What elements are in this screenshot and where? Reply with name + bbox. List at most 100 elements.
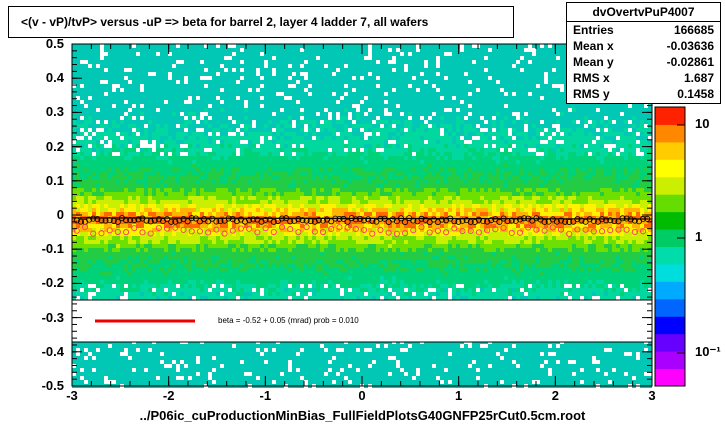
heatmap-cell <box>124 368 128 372</box>
heatmap-cell <box>232 116 236 120</box>
heatmap-cell <box>136 120 140 124</box>
heatmap-cell <box>120 160 124 164</box>
heatmap-cell <box>172 224 176 228</box>
heatmap-cell <box>80 364 84 368</box>
heatmap-cell <box>292 296 296 300</box>
heatmap-cell <box>188 52 192 56</box>
heatmap-cell <box>312 380 316 384</box>
heatmap-cell <box>184 248 188 252</box>
heatmap-cell <box>192 112 196 116</box>
heatmap-cell <box>228 72 232 76</box>
heatmap-cell <box>144 348 148 352</box>
heatmap-cell <box>144 80 148 84</box>
heatmap-cell <box>308 48 312 52</box>
heatmap-cell <box>200 100 204 104</box>
heatmap-cell <box>212 48 216 52</box>
heatmap-cell <box>196 352 200 356</box>
heatmap-cell <box>144 48 148 52</box>
heatmap-cell <box>108 348 112 352</box>
heatmap-cell <box>144 148 148 152</box>
heatmap-cell <box>144 196 148 200</box>
heatmap-cell <box>188 372 192 376</box>
heatmap-cell <box>144 276 148 280</box>
heatmap-cell <box>224 180 228 184</box>
heatmap-cell <box>180 344 184 348</box>
heatmap-cell <box>176 128 180 132</box>
heatmap-cell <box>188 148 192 152</box>
heatmap-cell <box>240 160 244 164</box>
heatmap-cell <box>236 208 240 212</box>
heatmap-cell <box>172 140 176 144</box>
heatmap-cell <box>164 204 168 208</box>
heatmap-cell <box>148 244 152 248</box>
heatmap-cell <box>300 188 304 192</box>
heatmap-cell <box>92 296 96 300</box>
heatmap-cell <box>272 268 276 272</box>
heatmap-cell <box>292 228 296 232</box>
heatmap-cell <box>224 112 228 116</box>
heatmap-cell <box>304 52 308 56</box>
heatmap-cell <box>104 252 108 256</box>
heatmap-cell <box>72 148 76 152</box>
heatmap-cell <box>76 224 80 228</box>
heatmap-cell <box>168 164 172 168</box>
heatmap-cell <box>128 76 132 80</box>
heatmap-cell <box>312 132 316 136</box>
heatmap-cell <box>76 64 80 68</box>
heatmap-cell <box>96 296 100 300</box>
heatmap-cell <box>192 140 196 144</box>
heatmap-cell <box>124 152 128 156</box>
heatmap-cell <box>220 272 224 276</box>
heatmap-cell <box>172 52 176 56</box>
heatmap-cell <box>168 156 172 160</box>
heatmap-cell <box>320 200 324 204</box>
heatmap-cell <box>220 120 224 124</box>
heatmap-cell <box>104 364 108 368</box>
heatmap-cell <box>192 180 196 184</box>
heatmap-cell <box>264 172 268 176</box>
heatmap-cell <box>228 100 232 104</box>
heatmap-cell <box>320 92 324 96</box>
heatmap-cell <box>136 212 140 216</box>
heatmap-cell <box>264 276 268 280</box>
heatmap-cell <box>284 156 288 160</box>
heatmap-cell <box>76 264 80 268</box>
heatmap-cell <box>252 352 256 356</box>
heatmap-cell <box>284 364 288 368</box>
heatmap-cell <box>232 112 236 116</box>
heatmap-cell <box>196 204 200 208</box>
heatmap-cell <box>264 52 268 56</box>
heatmap-cell <box>312 196 316 200</box>
heatmap-cell <box>192 152 196 156</box>
heatmap-cell <box>316 116 320 120</box>
heatmap-cell <box>308 104 312 108</box>
heatmap-cell <box>216 152 220 156</box>
heatmap-cell <box>284 200 288 204</box>
heatmap-cell <box>220 240 224 244</box>
heatmap-cell <box>84 168 88 172</box>
heatmap-cell <box>220 352 224 356</box>
heatmap-cell <box>256 352 260 356</box>
heatmap-cell <box>128 376 132 380</box>
heatmap-cell <box>184 264 188 268</box>
heatmap-cell <box>172 96 176 100</box>
heatmap-cell <box>172 128 176 132</box>
heatmap-cell <box>156 48 160 52</box>
heatmap-cell <box>172 184 176 188</box>
heatmap-cell <box>152 164 156 168</box>
heatmap-cell <box>148 100 152 104</box>
heatmap-cell <box>212 120 216 124</box>
heatmap-cell <box>320 180 324 184</box>
heatmap-cell <box>236 200 240 204</box>
heatmap-cell <box>224 364 228 368</box>
heatmap-cell <box>276 256 280 260</box>
heatmap-cell <box>236 232 240 236</box>
heatmap-cell <box>220 212 224 216</box>
heatmap-cell <box>144 248 148 252</box>
heatmap-cell <box>212 164 216 168</box>
heatmap-cell <box>164 96 168 100</box>
heatmap-cell <box>160 132 164 136</box>
heatmap-cell <box>192 288 196 292</box>
heatmap-cell <box>200 132 204 136</box>
heatmap-cell <box>236 348 240 352</box>
